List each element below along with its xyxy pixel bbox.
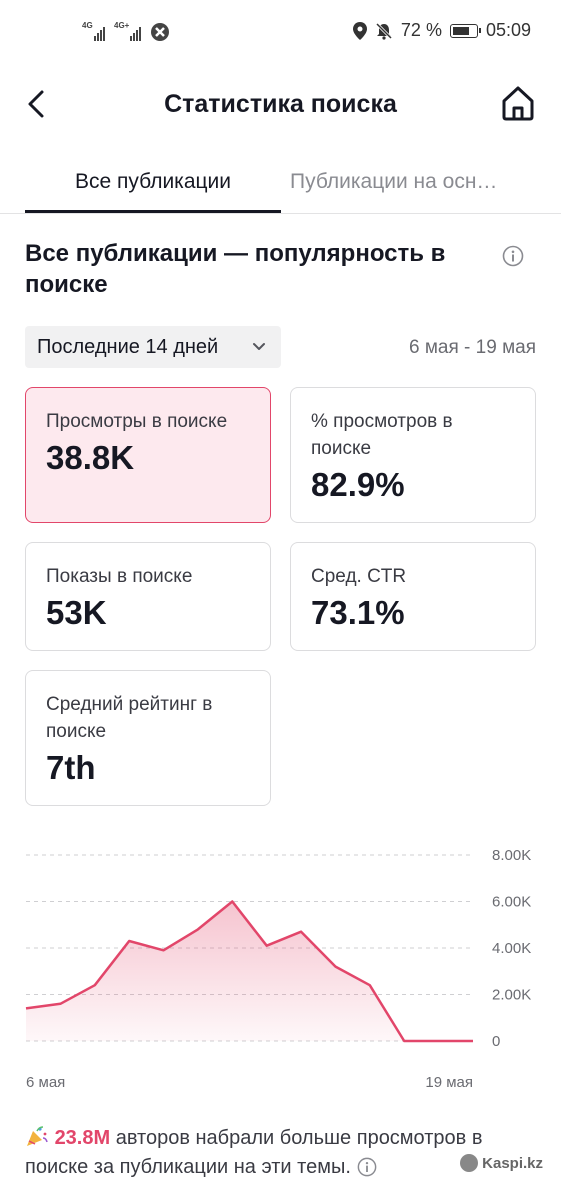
watermark: Kaspi.kz — [460, 1154, 543, 1172]
metric-label: Сред. CTR — [311, 566, 407, 587]
date-range-select-label: Последние 14 дней — [37, 335, 219, 358]
info-icon[interactable] — [502, 245, 524, 267]
x-axis-end-label: 19 мая — [425, 1074, 473, 1091]
party-popper-icon — [27, 1126, 48, 1146]
status-bar: 4G 4G+ 72 % 05:09 — [0, 0, 561, 64]
active-tab-indicator — [25, 210, 281, 213]
network-type-label: 4G+ — [114, 21, 130, 30]
x-axis-start-label: 6 мая — [26, 1074, 65, 1091]
top-bar: Статистика поиска — [0, 72, 561, 136]
chart-area — [26, 901, 473, 1041]
y-tick-label: 2.00K — [492, 987, 531, 1004]
status-right: 72 % 05:09 — [352, 20, 531, 41]
tabs: Все публикации Публикации на осн… — [0, 160, 561, 214]
metric-label: Средний рейтинг в поиске — [46, 694, 213, 742]
chart-svg: 8.00K 6.00K 4.00K 2.00K 0 6 мая 19 мая — [25, 847, 531, 1091]
network-type-label: 4G — [82, 21, 93, 30]
chart-line — [25, 900, 473, 1043]
creators-count: 23.8M — [54, 1127, 111, 1149]
chevron-left-icon — [28, 90, 44, 118]
status-left: 4G 4G+ — [82, 21, 170, 42]
search-views-chart: 8.00K 6.00K 4.00K 2.00K 0 6 мая 19 мая — [0, 835, 561, 1095]
metric-card-avg-ctr[interactable]: Сред. CTR 73.1% — [290, 542, 536, 651]
back-button[interactable] — [20, 86, 56, 122]
page-title: Статистика поиска — [164, 90, 397, 118]
battery-percent: 72 % — [400, 20, 442, 40]
chevron-down-icon — [253, 343, 265, 350]
metric-card-search-views-percent[interactable]: % просмотров в поиске 82.9% — [290, 387, 536, 523]
metric-value: 7th — [46, 749, 96, 786]
battery-icon — [449, 23, 481, 38]
y-tick-label: 6.00K — [492, 894, 531, 911]
footer-text: авторов набрали больше просмотров в поис… — [25, 1127, 483, 1178]
metric-card-search-views[interactable]: Просмотры в поиске 38.8K — [25, 387, 271, 523]
clock: 05:09 — [485, 20, 531, 40]
metric-card-avg-rank[interactable]: Средний рейтинг в поиске 7th — [25, 670, 271, 806]
bell-muted-icon — [375, 22, 392, 40]
metric-value: 73.1% — [311, 594, 405, 631]
signal-icon: 4G — [82, 21, 108, 41]
tab-all-posts[interactable]: Все публикации — [74, 170, 231, 193]
metric-value: 38.8K — [46, 439, 135, 476]
home-button[interactable] — [499, 84, 537, 122]
metric-label: % просмотров в поиске — [311, 411, 453, 459]
section-title: Все публикации — популярность в поиске — [25, 240, 446, 298]
location-icon — [352, 21, 367, 40]
date-range-select[interactable]: Последние 14 дней — [25, 326, 281, 368]
metric-label: Просмотры в поиске — [46, 411, 228, 432]
metric-card-search-impressions[interactable]: Показы в поиске 53K — [25, 542, 271, 651]
y-tick-label: 8.00K — [492, 847, 531, 864]
tab-based-posts[interactable]: Публикации на осн… — [290, 170, 498, 193]
y-tick-label: 4.00K — [492, 940, 531, 957]
watermark-text: Kaspi.kz — [482, 1154, 543, 1172]
metric-label: Показы в поиске — [46, 566, 193, 587]
watermark-logo-icon — [460, 1154, 479, 1172]
y-tick-label: 0 — [492, 1033, 500, 1050]
home-icon — [502, 86, 534, 121]
metric-value: 82.9% — [311, 466, 405, 503]
footer-note: 23.8M авторов набрали больше просмотров … — [25, 1124, 545, 1182]
app-notification-icon — [151, 23, 169, 41]
metric-value: 53K — [46, 594, 107, 631]
date-range-text: 6 мая - 19 мая — [409, 337, 536, 358]
info-icon[interactable] — [357, 1157, 377, 1177]
signal-icon: 4G+ — [114, 21, 144, 41]
